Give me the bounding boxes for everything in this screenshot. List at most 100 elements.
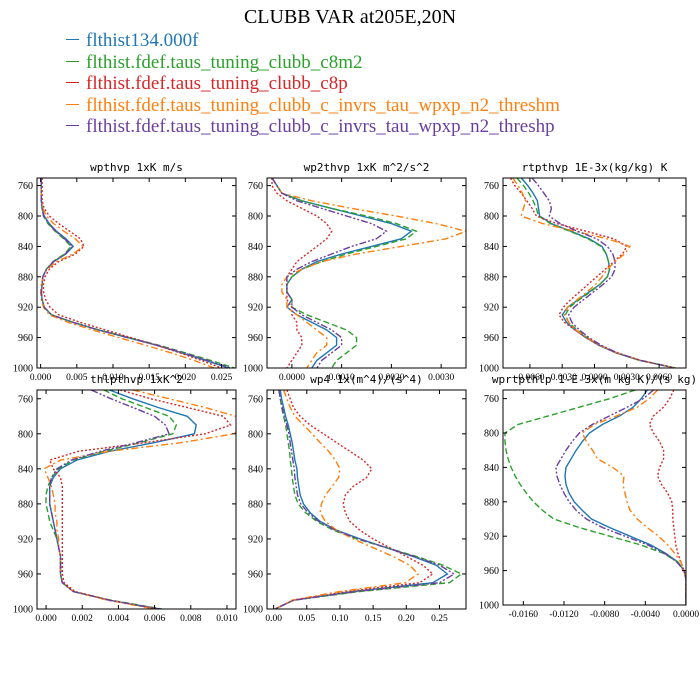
legend-item: flthist.fdef.taus_tuning_clubb_c8p [66,73,560,95]
y-tick-label: 920 [248,303,263,314]
legend-label: flthist.fdef.taus_tuning_clubb_c_invrs_t… [86,116,555,137]
chart-title: CLUBB VAR at205E,20N [243,6,457,28]
series-line-3 [509,178,676,368]
y-tick-label: 840 [484,463,499,474]
y-tick-label: 1000 [13,605,33,616]
x-tick-label: 0.0060 [646,373,672,383]
plot-frame [502,389,687,606]
x-tick-label: 0.006 [144,614,166,624]
legend-label: flthist.fdef.taus_tuning_clubb_c_invrs_t… [86,94,560,116]
series-line-3 [648,390,686,605]
series-line-5 [274,390,456,609]
subplot-title: wp4 1x(m^4)/(s^4) [310,373,423,386]
x-tick-label: 0.10 [332,614,349,624]
y-tick-label: 760 [248,394,263,405]
plot-frame [36,389,237,610]
y-tick-label: 760 [18,181,33,192]
subplot-title: thlpthvp 1xK^2 [90,373,183,386]
series-line-1 [274,390,449,609]
y-tick-label: 880 [484,497,499,508]
legend-label: flthist134.000f [86,30,199,51]
legend-item: flthist.fdef.taus_tuning_clubb_c_invrs_t… [66,116,560,138]
y-tick-label: 960 [248,333,263,344]
y-tick-label: 840 [484,242,499,253]
x-tick-label: -0.0030 [548,373,578,383]
y-tick-label: 800 [18,429,33,440]
y-tick-label: 920 [18,303,33,314]
x-tick-label: 0.0030 [428,373,454,383]
y-tick-label: 920 [248,534,263,545]
subplot-title: wpthvp 1xK m/s [90,161,183,174]
series-line-5 [40,178,231,368]
y-tick-label: 1000 [479,601,499,612]
y-tick-label: 760 [484,394,499,405]
series-line-4 [512,178,676,368]
series-line-5 [49,390,171,609]
y-tick-label: 920 [484,532,499,543]
y-tick-label: 880 [18,499,33,510]
x-tick-label: 0.010 [216,614,238,624]
series-line-2 [516,178,676,368]
x-tick-label: 0.20 [398,614,415,624]
series-line-1 [520,178,676,368]
x-tick-label: -0.0080 [590,610,620,620]
x-tick-label: 0.015 [138,373,160,383]
series-line-1 [49,390,197,609]
series-line-4 [39,178,215,368]
legend-line-marker [66,39,79,41]
legend-label: flthist.fdef.taus_tuning_clubb_c8m2 [86,51,363,73]
y-tick-label: 840 [248,464,263,475]
y-tick-label: 960 [18,333,33,344]
legend-line-marker [66,125,79,127]
series-line-4 [43,390,236,609]
x-tick-label: 0.004 [108,614,130,624]
y-tick-label: 960 [484,333,499,344]
y-tick-label: 880 [484,272,499,283]
x-tick-label: 0.0030 [614,373,640,383]
y-tick-label: 800 [248,212,263,223]
plot-frame [266,389,467,610]
x-tick-label: 0.005 [66,373,88,383]
legend: flthist134.000f flthist.fdef.taus_tuning… [66,30,560,138]
legend-line-marker [66,103,79,105]
subplot-6: wprtpthlp 1-E-3x(m kg K)/(s kg) 760 800 840… [479,373,699,620]
subplot-title: rtpthvp 1E-3x(kg/kg) K [522,161,668,174]
x-tick-label: 0.020 [175,373,197,383]
x-tick-label: -0.0120 [549,610,579,620]
legend-label: flthist.fdef.taus_tuning_clubb_c8p [86,73,348,94]
y-tick-label: 880 [248,272,263,283]
plot-frame [36,177,237,369]
series-line-3 [41,178,222,368]
x-tick-label: 0.0020 [378,373,404,383]
plot-frame [502,177,687,369]
x-tick-label: -0.0040 [631,610,661,620]
x-tick-label: 0.000 [30,373,52,383]
series-line-3 [48,390,232,609]
y-tick-label: 880 [18,272,33,283]
y-tick-label: 840 [248,242,263,253]
x-tick-label: 0.05 [298,614,315,624]
x-tick-label: 0.010 [102,373,124,383]
x-tick-label: 0.002 [72,614,94,624]
y-tick-label: 800 [248,429,263,440]
subplot-3: rtpthvp 1E-3x(kg/kg) K 760 800 840 880 920 960… [479,161,687,383]
y-tick-label: 1000 [243,605,263,616]
y-tick-label: 760 [484,181,499,192]
y-tick-label: 960 [18,569,33,580]
subplot-1: wpthvp 1xK m/s76080084088092096010000.00… [13,161,237,383]
y-tick-label: 800 [484,429,499,440]
y-tick-label: 800 [484,212,499,223]
plot-frame [266,177,467,369]
legend-item: flthist.fdef.taus_tuning_clubb_c8m2 [66,52,560,74]
series-line-5 [531,178,676,368]
legend-item: flthist.fdef.taus_tuning_clubb_c_invrs_t… [66,95,560,117]
series-line-5 [271,178,388,368]
y-tick-label: 1000 [479,364,499,375]
series-line-2 [504,390,686,605]
x-tick-label: 0.15 [365,614,382,624]
series-line-3 [274,390,434,609]
y-tick-label: 760 [18,394,33,405]
x-tick-label: 0.0000 [581,373,607,383]
y-tick-label: 960 [484,566,499,577]
